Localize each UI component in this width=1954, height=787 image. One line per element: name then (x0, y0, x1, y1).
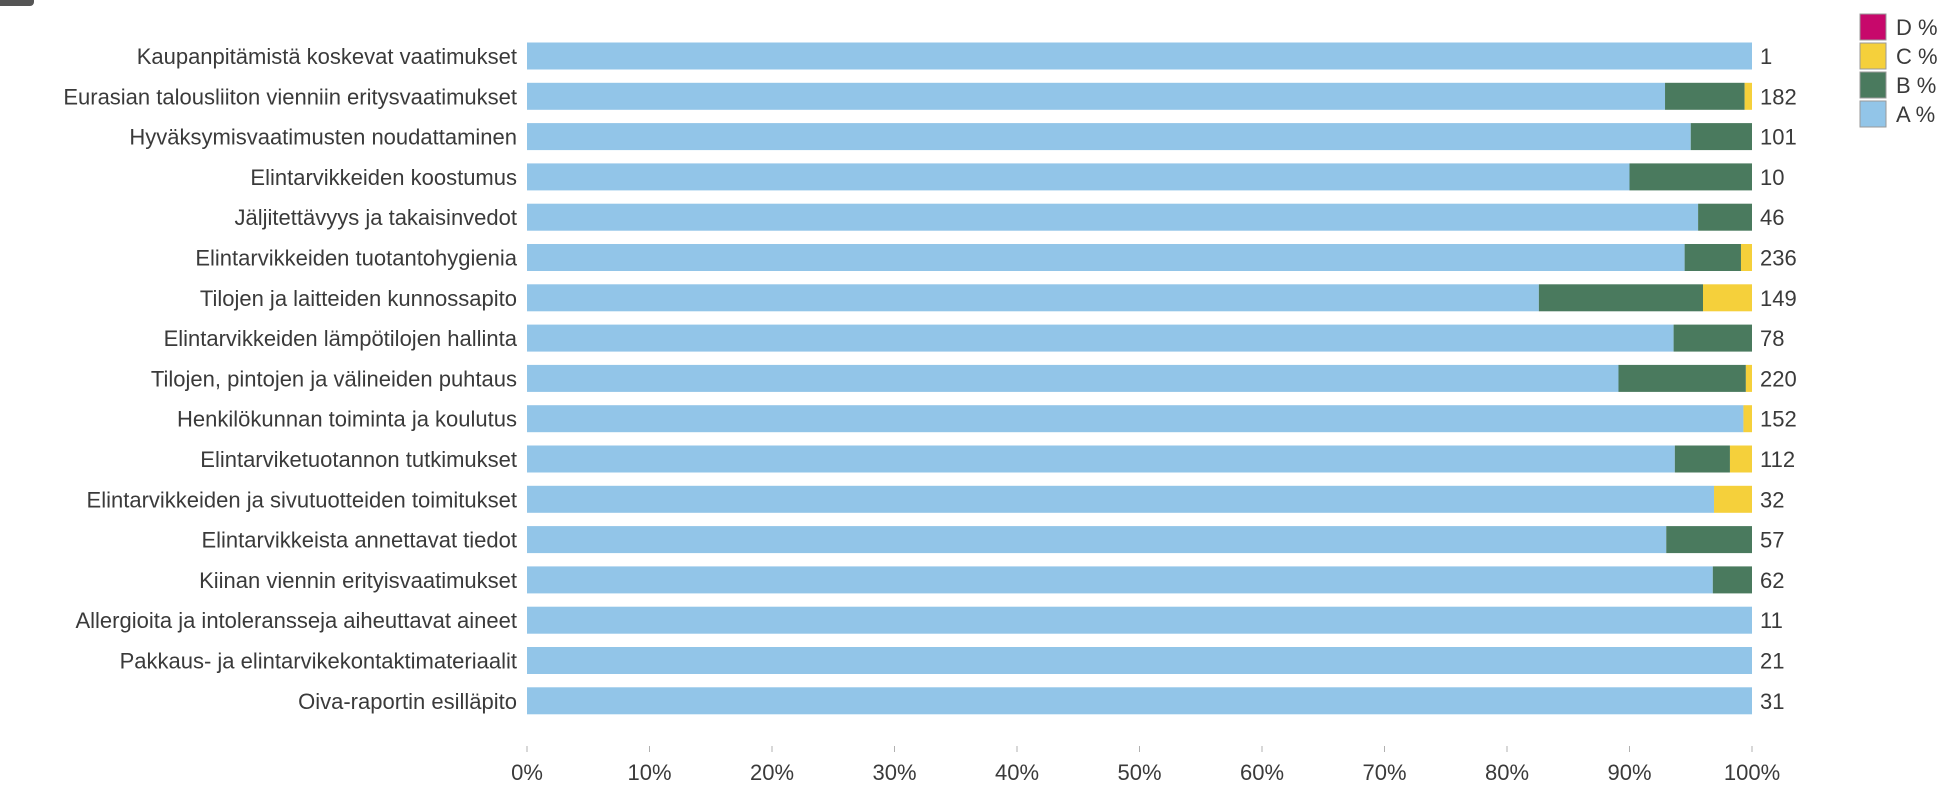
x-tick-label: 70% (1362, 760, 1406, 785)
x-tick-label: 30% (872, 760, 916, 785)
bar-segment-b-12 (1666, 526, 1752, 554)
bar-segment-a-11 (527, 485, 1715, 513)
bar-segment-a-5 (527, 244, 1685, 271)
category-label: Elintarvikkeista annettavat tiedot (201, 528, 517, 553)
bar-segment-a-16 (527, 687, 1752, 715)
x-tick-label: 50% (1117, 760, 1161, 785)
count-label: 220 (1760, 366, 1797, 391)
x-tick-label: 80% (1485, 760, 1529, 785)
bar-segment-a-13 (527, 566, 1713, 594)
bar-segment-c-9 (1743, 405, 1752, 433)
count-label: 182 (1760, 84, 1797, 109)
count-label: 31 (1760, 689, 1784, 714)
legend-swatch (1859, 100, 1887, 128)
count-label: 112 (1760, 447, 1795, 472)
menu-icon[interactable] (0, 0, 34, 6)
legend-label: C % (1896, 44, 1938, 69)
bar-segment-c-8 (1745, 364, 1752, 392)
x-tick-label: 100% (1724, 760, 1780, 785)
legend-label: D % (1896, 15, 1938, 40)
category-label: Tilojen, pintojen ja välineiden puhtaus (151, 366, 517, 391)
bar-segment-b-4 (1698, 203, 1752, 231)
count-label: 149 (1760, 286, 1797, 311)
bar-segment-a-6 (527, 284, 1539, 312)
x-axis: 0% 10% 20% 30% 40% 50% 60% 70% 80% 90% 100% (511, 746, 1780, 785)
bar-segment-b-3 (1629, 163, 1752, 191)
category-label: Oiva-raportin esilläpito (298, 689, 517, 714)
legend-label: B % (1896, 73, 1936, 98)
bar-segment-b-2 (1690, 123, 1752, 151)
bar-segment-a-7 (527, 324, 1674, 352)
category-label: Tilojen ja laitteiden kunnossapito (200, 286, 517, 311)
bar-segment-a-15 (527, 647, 1752, 674)
legend-swatch (1859, 42, 1887, 70)
legend-swatch (1859, 71, 1887, 99)
count-label: 11 (1760, 608, 1783, 633)
bar-segment-b-5 (1684, 244, 1741, 271)
category-label: Jäljitettävyys ja takaisinvedot (235, 205, 517, 230)
bar-segment-c-1 (1744, 82, 1752, 110)
category-label: Elintarviketuotannon tutkimukset (200, 447, 517, 472)
bar-segment-b-13 (1712, 566, 1752, 594)
bar-segment-c-5 (1740, 244, 1752, 271)
category-label: Kaupanpitämistä koskevat vaatimukset (137, 44, 517, 69)
count-label: 10 (1760, 165, 1784, 190)
bar-segment-a-8 (527, 364, 1619, 392)
x-tick-label: 40% (995, 760, 1039, 785)
x-tick-label: 0% (511, 760, 543, 785)
bar-segment-a-4 (527, 203, 1699, 231)
count-label: 236 (1760, 246, 1797, 271)
bar-segment-a-3 (527, 163, 1630, 191)
count-label: 46 (1760, 205, 1784, 230)
category-label: Kiinan viennin erityisvaatimukset (199, 568, 517, 593)
category-labels: Kaupanpitämistä koskevat vaatimukset Eura… (63, 44, 517, 714)
bar-segment-c-11 (1714, 485, 1752, 513)
bars-group (527, 42, 1752, 715)
bar-segment-a-12 (527, 526, 1667, 554)
category-label: Elintarvikkeiden tuotantohygienia (195, 246, 517, 271)
category-label: Elintarvikkeiden koostumus (250, 165, 517, 190)
x-tick-label: 10% (627, 760, 671, 785)
category-label: Pakkaus- ja elintarvikekontaktimateriaal… (120, 649, 517, 674)
count-label: 32 (1760, 487, 1784, 512)
count-label: 21 (1760, 649, 1784, 674)
count-label: 62 (1760, 568, 1784, 593)
category-label: Elintarvikkeiden lämpötilojen hallinta (164, 326, 518, 351)
legend: D % C % B % A % (1859, 13, 1938, 128)
bar-segment-a-2 (527, 123, 1691, 151)
x-tick-label: 20% (750, 760, 794, 785)
legend-label: A % (1896, 102, 1935, 127)
count-label: 78 (1760, 326, 1784, 351)
category-label: Elintarvikkeiden ja sivutuotteiden toimi… (87, 487, 517, 512)
bar-segment-c-6 (1703, 284, 1752, 312)
bar-segment-a-1 (527, 82, 1666, 110)
category-label: Eurasian talousliiton vienniin eritysvaa… (63, 84, 517, 109)
bar-segment-b-1 (1665, 82, 1745, 110)
bar-segment-a-14 (527, 606, 1752, 634)
count-label: 1 (1760, 44, 1772, 69)
category-label: Allergioita ja intoleransseja aiheuttava… (75, 608, 517, 633)
count-label: 57 (1760, 528, 1784, 553)
count-labels: 1 182 101 10 46 236 149 78 220 152 112 32 57 62 11 21 31 (1760, 44, 1797, 714)
bar-segment-b-6 (1538, 284, 1703, 312)
bar-segment-a-0 (527, 42, 1752, 70)
category-label: Henkilökunnan toiminta ja koulutus (177, 407, 517, 432)
count-label: 101 (1760, 125, 1797, 150)
x-tick-label: 60% (1240, 760, 1284, 785)
bar-segment-a-10 (527, 445, 1675, 473)
category-label: Hyväksymisvaatimusten noudattaminen (129, 125, 517, 150)
count-label: 152 (1760, 407, 1797, 432)
bar-segment-c-10 (1729, 445, 1752, 473)
bar-segment-a-9 (527, 405, 1744, 433)
bar-segment-b-7 (1673, 324, 1752, 352)
bar-segment-b-8 (1618, 364, 1746, 392)
bar-segment-b-10 (1674, 445, 1730, 473)
x-tick-label: 90% (1607, 760, 1651, 785)
legend-swatch (1859, 13, 1887, 41)
